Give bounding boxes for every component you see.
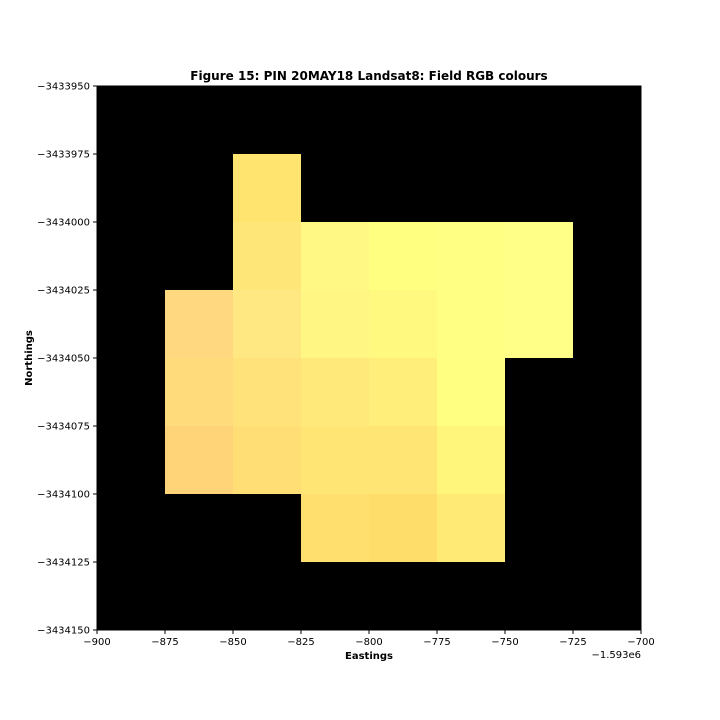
pixel-cell: [301, 494, 369, 562]
x-tick-label: −900: [83, 637, 110, 648]
pixel-cells: [165, 154, 573, 562]
y-tick-label: −3434125: [37, 558, 90, 569]
x-tick-label: −725: [559, 637, 586, 648]
pixel-cell: [165, 290, 233, 358]
pixel-cell: [233, 358, 301, 426]
y-tick-label: −3434075: [37, 422, 90, 433]
pixel-cell: [437, 426, 505, 494]
pixel-cell: [165, 358, 233, 426]
pixel-cell: [369, 358, 437, 426]
pixel-cell: [233, 154, 301, 222]
x-tick-label: −850: [219, 637, 246, 648]
pixel-cell: [437, 290, 505, 358]
pixel-cell: [301, 290, 369, 358]
y-axis-title: Northings: [24, 330, 35, 386]
x-tick-label: −875: [151, 637, 178, 648]
pixel-cell: [369, 426, 437, 494]
pixel-cell: [505, 222, 573, 290]
y-tick-label: −3434050: [37, 354, 90, 365]
x-tick-label: −750: [491, 637, 518, 648]
pixel-cell: [437, 494, 505, 562]
chart-title: Figure 15: PIN 20MAY18 Landsat8: Field R…: [190, 69, 547, 83]
pixel-cell: [301, 358, 369, 426]
pixel-cell: [369, 222, 437, 290]
x-axis-ticks: −900 −875 −850 −825 −800 −775 −750 −725 −700: [83, 630, 655, 648]
pixel-cell: [369, 494, 437, 562]
y-axis-ticks: −3433950 −3433975 −3434000 −3434025 −3434050…: [37, 82, 97, 637]
y-tick-label: −3434000: [37, 218, 90, 229]
pixel-cell: [437, 358, 505, 426]
x-tick-label: −825: [287, 637, 314, 648]
pixel-cell: [233, 290, 301, 358]
y-tick-label: −3434100: [37, 490, 90, 501]
pixel-cell: [301, 426, 369, 494]
pixel-cell: [165, 426, 233, 494]
y-tick-label: −3434150: [37, 626, 90, 637]
pixel-cell: [369, 290, 437, 358]
x-tick-label: −775: [423, 637, 450, 648]
y-tick-label: −3434025: [37, 286, 90, 297]
pixel-cell: [505, 290, 573, 358]
x-tick-label: −800: [355, 637, 382, 648]
x-axis-title: Eastings: [345, 651, 393, 662]
x-axis-offset-label: −1.593e6: [591, 650, 641, 661]
x-tick-label: −700: [627, 637, 654, 648]
y-tick-label: −3433975: [37, 150, 90, 161]
pixel-cell: [301, 222, 369, 290]
pixel-cell: [233, 426, 301, 494]
pixel-cell: [437, 222, 505, 290]
pixel-cell: [233, 222, 301, 290]
y-tick-label: −3433950: [37, 82, 90, 93]
